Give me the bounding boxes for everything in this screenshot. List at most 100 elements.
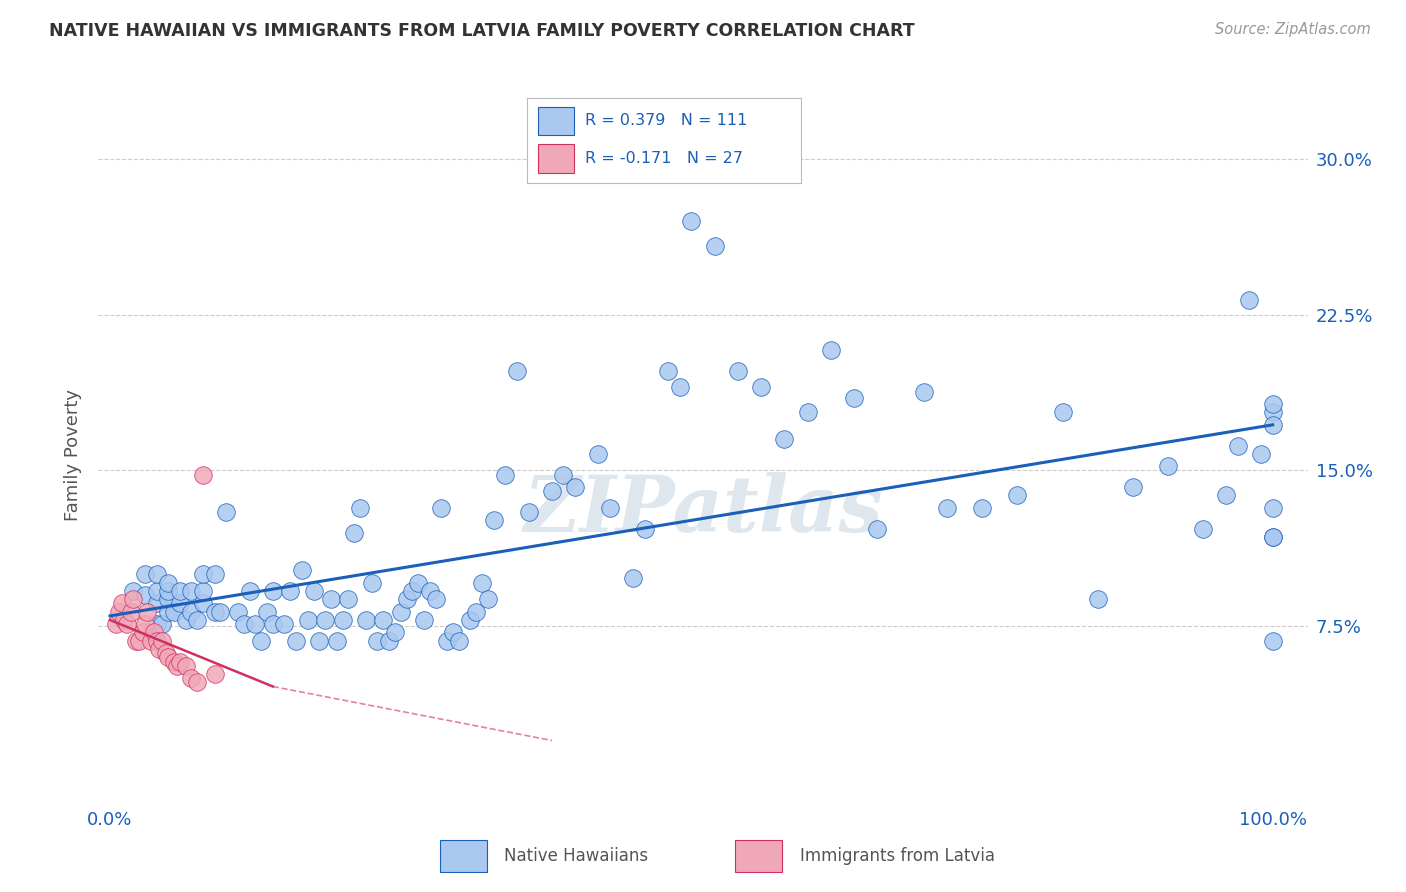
Point [425,592,447,607]
Point [406,575,429,590]
Point [1087,592,1109,607]
Bar [538,144,574,173]
Point [599,500,621,515]
Text: R = 0.379   N = 111: R = 0.379 N = 111 [585,113,747,128]
Text: R = -0.171   N = 27: R = -0.171 N = 27 [585,151,742,166]
Point [588,447,610,461]
Point [553,467,575,482]
Point [122,584,145,599]
Point [145,584,167,599]
Bar [440,840,486,872]
Y-axis label: Family Poverty: Family Poverty [65,389,83,521]
Text: NATIVE HAWAIIAN VS IMMIGRANTS FROM LATVIA FAMILY POVERTY CORRELATION CHART: NATIVE HAWAIIAN VS IMMIGRANTS FROM LATVI… [49,22,915,40]
Point [262,617,284,632]
Point [250,633,273,648]
Point [395,592,418,607]
Point [112,613,135,627]
Point [157,605,180,619]
Point [239,584,262,599]
Point [1005,488,1028,502]
Point [970,500,993,515]
Point [163,655,186,669]
Point [232,617,254,632]
Point [117,617,139,632]
Point [157,650,180,665]
Point [517,505,540,519]
Point [1122,480,1144,494]
Point [122,592,145,607]
Point [186,675,208,690]
Point [1261,500,1284,515]
Point [354,613,377,627]
Point [389,605,412,619]
Point [278,584,301,599]
Point [291,563,314,577]
Point [308,633,330,648]
Point [157,575,180,590]
Point [482,513,505,527]
Point [326,633,349,648]
Point [378,633,401,648]
Point [120,605,142,619]
Point [1157,459,1180,474]
Point [1215,488,1237,502]
Point [447,633,470,648]
Point [180,605,202,619]
Point [256,605,278,619]
Point [145,633,167,648]
Text: Source: ZipAtlas.com: Source: ZipAtlas.com [1215,22,1371,37]
Point [186,613,208,627]
Point [749,380,772,394]
Point [150,617,173,632]
Point [169,655,191,669]
Point [796,405,818,419]
Point [844,391,866,405]
Point [226,605,249,619]
Point [773,433,796,447]
Point [150,633,173,648]
Point [1261,633,1284,648]
Point [337,592,360,607]
Point [136,605,159,619]
Point [174,658,197,673]
Point [155,646,177,660]
Point [668,380,690,394]
Point [413,613,436,627]
Point [169,596,191,610]
Point [727,364,749,378]
Point [209,605,232,619]
Point [302,584,325,599]
Text: Immigrants from Latvia: Immigrants from Latvia [800,847,994,865]
Bar [538,107,574,136]
Point [191,596,214,610]
Point [471,575,494,590]
Point [657,364,679,378]
Point [373,613,395,627]
Point [820,343,842,357]
Point [1250,447,1272,461]
Point [145,567,167,582]
Point [460,613,482,627]
Point [430,500,453,515]
Point [145,596,167,610]
Point [124,633,146,648]
Point [366,633,388,648]
Point [157,584,180,599]
Point [360,575,382,590]
Point [215,505,238,519]
Point [681,214,703,228]
Point [131,625,153,640]
Point [506,364,529,378]
Point [564,480,586,494]
Point [180,584,202,599]
Point [1261,530,1284,544]
Point [163,605,186,619]
Point [343,525,366,540]
Point [936,500,959,515]
Point [166,658,188,673]
Point [191,584,214,599]
Point [419,584,441,599]
Point [204,567,226,582]
Point [145,617,167,632]
Point [1192,522,1215,536]
